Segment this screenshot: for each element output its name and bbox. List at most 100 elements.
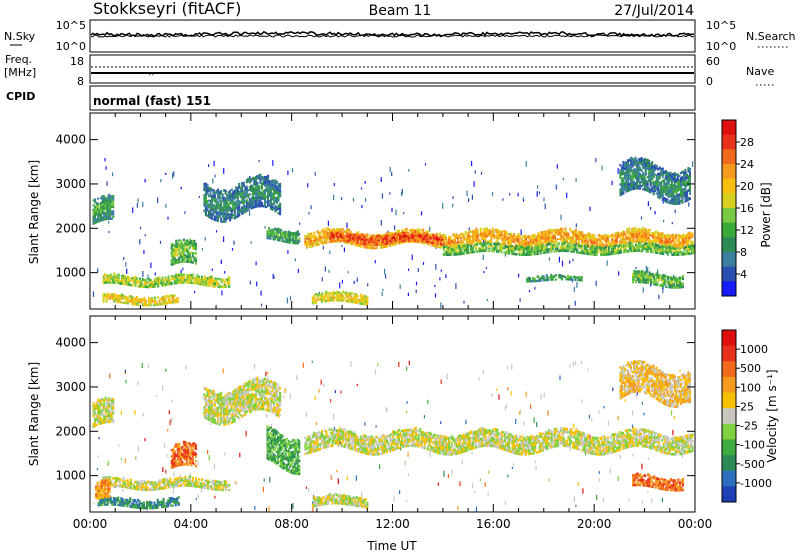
data-cell xyxy=(630,164,633,168)
data-cell xyxy=(576,242,579,245)
data-cell xyxy=(537,237,540,241)
data-cell xyxy=(675,202,678,205)
data-cell xyxy=(163,295,166,298)
data-cell xyxy=(215,212,218,215)
data-cell xyxy=(358,302,361,305)
data-cell xyxy=(279,202,282,206)
data-cell xyxy=(434,293,437,298)
data-cell xyxy=(630,183,633,187)
data-cell xyxy=(564,232,567,235)
data-cell xyxy=(129,300,132,303)
data-cell xyxy=(681,199,684,202)
data-cell xyxy=(657,180,660,184)
data-cell xyxy=(595,248,598,251)
data-cell xyxy=(483,244,486,247)
data-cell xyxy=(473,181,475,187)
data-cell xyxy=(559,232,563,236)
data-cell xyxy=(630,175,633,179)
data-cell xyxy=(345,291,348,295)
data-cell xyxy=(626,165,630,169)
data-cell xyxy=(374,243,378,246)
data-cell xyxy=(662,236,665,239)
data-cell xyxy=(588,250,591,253)
data-cell xyxy=(260,184,264,187)
data-cell xyxy=(684,184,687,187)
data-cell xyxy=(393,235,396,239)
data-cell xyxy=(536,191,538,197)
data-cell xyxy=(268,199,271,203)
data-cell xyxy=(106,197,109,200)
data-cell xyxy=(105,278,108,281)
data-cell xyxy=(138,297,142,301)
data-cell xyxy=(388,234,391,238)
data-cell xyxy=(340,230,343,234)
data-cell xyxy=(645,158,648,161)
data-cell xyxy=(287,250,289,254)
data-cell xyxy=(530,252,533,256)
data-cell xyxy=(271,208,274,211)
data-cell xyxy=(621,238,625,242)
data-cell xyxy=(271,197,274,201)
data-cell xyxy=(331,477,333,481)
data-cell xyxy=(214,191,217,194)
data-cell xyxy=(190,256,193,259)
data-cell xyxy=(566,244,570,248)
data-cell xyxy=(488,249,491,253)
data-cell xyxy=(111,281,114,284)
data-cell xyxy=(273,206,276,210)
data-cell xyxy=(681,454,684,458)
data-cell xyxy=(620,166,624,170)
data-cell xyxy=(385,235,388,238)
data-cell xyxy=(101,411,104,414)
data-cell xyxy=(648,163,651,166)
data-cell xyxy=(672,189,675,193)
data-cell xyxy=(339,440,341,445)
data-cell xyxy=(636,171,639,174)
data-cell xyxy=(553,243,556,246)
data-cell xyxy=(244,200,247,203)
data-cell xyxy=(569,238,572,241)
data-cell xyxy=(109,204,112,207)
data-cell xyxy=(582,235,585,238)
ytick-label: 4000 xyxy=(55,133,86,147)
data-cell xyxy=(289,236,292,239)
data-cell xyxy=(387,242,390,245)
data-cell xyxy=(610,253,613,256)
data-cell xyxy=(346,297,349,300)
data-cell xyxy=(215,192,218,194)
data-cell xyxy=(381,245,384,249)
data-cell xyxy=(402,241,405,244)
data-cell xyxy=(233,213,236,216)
data-cell xyxy=(270,423,273,429)
data-cell xyxy=(637,230,640,233)
data-cell xyxy=(598,249,601,252)
data-cell xyxy=(669,179,672,182)
data-cell xyxy=(245,180,248,184)
data-cell xyxy=(514,253,517,256)
data-cell xyxy=(149,299,152,303)
data-cell xyxy=(370,238,373,241)
data-cell xyxy=(254,505,256,511)
data-cell xyxy=(229,192,232,196)
data-cell xyxy=(544,251,547,254)
data-cell xyxy=(628,158,631,162)
data-cell xyxy=(426,240,429,244)
data-cell xyxy=(227,206,230,209)
data-cell xyxy=(317,293,321,297)
data-cell xyxy=(211,276,214,279)
data-cell xyxy=(357,295,360,298)
data-cell xyxy=(336,299,339,302)
data-cell xyxy=(287,236,290,240)
data-cell xyxy=(675,173,678,177)
data-cell xyxy=(461,232,464,236)
data-cell xyxy=(502,234,505,238)
data-cell xyxy=(648,278,651,282)
data-cell xyxy=(475,230,478,234)
data-cell xyxy=(366,236,369,239)
data-cell xyxy=(108,294,111,297)
data-cell xyxy=(426,233,429,237)
data-cell xyxy=(474,170,476,174)
data-cell xyxy=(295,241,298,245)
data-cell xyxy=(608,240,611,244)
data-cell xyxy=(666,253,669,256)
